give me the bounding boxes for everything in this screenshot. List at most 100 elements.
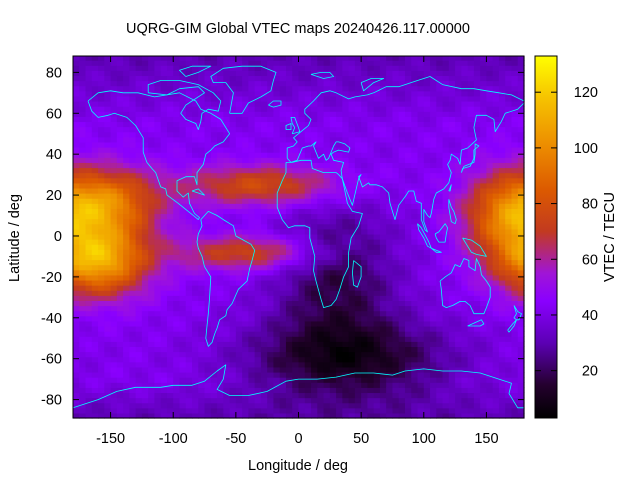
- heatmap-cell: [342, 228, 350, 235]
- heatmap-cell: [104, 95, 112, 102]
- heatmap-cell: [204, 402, 212, 409]
- heatmap-cell: [392, 320, 400, 327]
- heatmap-cell: [185, 60, 193, 66]
- heatmap-cell: [411, 377, 419, 383]
- heatmap-cell: [185, 172, 193, 179]
- heatmap-cell: [73, 136, 80, 143]
- heatmap-cell: [235, 239, 243, 245]
- heatmap-cell: [392, 336, 400, 342]
- heatmap-cell: [198, 300, 206, 307]
- heatmap-cell: [154, 111, 162, 117]
- heatmap-cell: [336, 131, 343, 138]
- heatmap-cell: [448, 371, 456, 378]
- heatmap-cell: [229, 315, 237, 322]
- heatmap-cell: [242, 177, 249, 184]
- heatmap-cell: [342, 56, 350, 61]
- heatmap-cell: [135, 412, 143, 419]
- heatmap-cell: [85, 325, 93, 332]
- heatmap-cell: [185, 285, 193, 291]
- heatmap-cell: [210, 377, 218, 383]
- heatmap-cell: [379, 203, 387, 209]
- heatmap-cell: [379, 254, 387, 261]
- heatmap-cell: [260, 157, 268, 163]
- heatmap-cell: [160, 157, 168, 163]
- heatmap-cell: [492, 131, 500, 138]
- heatmap-cell: [455, 259, 462, 266]
- heatmap-cell: [273, 325, 281, 332]
- heatmap-cell: [342, 182, 350, 189]
- heatmap-cell: [379, 213, 387, 220]
- heatmap-cell: [411, 213, 419, 220]
- heatmap-cell: [204, 95, 212, 102]
- heatmap-cell: [104, 167, 112, 174]
- heatmap-cell: [461, 274, 469, 281]
- heatmap-cell: [423, 208, 431, 215]
- heatmap-cell: [505, 187, 513, 194]
- heatmap-cell: [455, 223, 462, 230]
- heatmap-cell: [386, 279, 394, 286]
- heatmap-cell: [411, 341, 419, 348]
- heatmap-cell: [354, 402, 362, 409]
- heatmap-cell: [223, 351, 231, 358]
- heatmap-cell: [423, 187, 431, 194]
- heatmap-cell: [492, 325, 500, 332]
- heatmap-cell: [123, 387, 130, 394]
- heatmap-cell: [423, 218, 431, 225]
- heatmap-cell: [480, 100, 488, 107]
- heatmap-cell: [123, 331, 130, 337]
- heatmap-cell: [411, 121, 419, 128]
- heatmap-cell: [91, 177, 99, 184]
- heatmap-cell: [110, 218, 118, 225]
- heatmap-cell: [129, 341, 137, 348]
- heatmap-cell: [79, 198, 87, 204]
- heatmap-cell: [254, 162, 262, 169]
- heatmap-cell: [461, 213, 469, 220]
- heatmap-cell: [411, 310, 419, 317]
- heatmap-cell: [273, 407, 281, 414]
- heatmap-cell: [473, 233, 481, 240]
- heatmap-cell: [285, 136, 293, 143]
- heatmap-cell: [185, 85, 193, 92]
- heatmap-cell: [198, 85, 206, 92]
- heatmap-cell: [354, 264, 362, 271]
- heatmap-cell: [235, 203, 243, 209]
- heatmap-cell: [505, 208, 513, 215]
- heatmap-cell: [248, 152, 256, 158]
- heatmap-cell: [210, 336, 218, 342]
- heatmap-cell: [73, 351, 80, 358]
- heatmap-cell: [210, 208, 218, 215]
- heatmap-cell: [411, 65, 419, 71]
- heatmap-cell: [154, 213, 162, 220]
- heatmap-cell: [323, 351, 331, 358]
- heatmap-cell: [498, 141, 506, 148]
- heatmap-cell: [398, 218, 406, 225]
- heatmap-cell: [304, 310, 312, 317]
- heatmap-cell: [254, 152, 262, 158]
- heatmap-cell: [392, 90, 400, 97]
- heatmap-cell: [73, 264, 80, 271]
- heatmap-cell: [486, 65, 494, 71]
- heatmap-cell: [404, 249, 412, 255]
- heatmap-cell: [198, 249, 206, 255]
- heatmap-cell: [179, 269, 187, 276]
- heatmap-cell: [141, 382, 149, 388]
- heatmap-cell: [442, 274, 450, 281]
- heatmap-cell: [498, 193, 506, 199]
- heatmap-cell: [116, 223, 124, 230]
- heatmap-cell: [198, 254, 206, 261]
- heatmap-cell: [404, 341, 412, 348]
- heatmap-cell: [473, 70, 481, 77]
- heatmap-cell: [354, 213, 362, 220]
- heatmap-cell: [223, 361, 231, 368]
- heatmap-cell: [442, 193, 450, 199]
- heatmap-cell: [423, 290, 431, 296]
- heatmap-cell: [336, 244, 343, 250]
- heatmap-cell: [91, 402, 99, 409]
- heatmap-cell: [386, 111, 394, 117]
- heatmap-cell: [248, 60, 256, 66]
- heatmap-cell: [210, 259, 218, 266]
- heatmap-cell: [91, 106, 99, 112]
- heatmap-cell: [498, 249, 506, 255]
- heatmap-cell: [285, 131, 293, 138]
- heatmap-cell: [235, 70, 243, 77]
